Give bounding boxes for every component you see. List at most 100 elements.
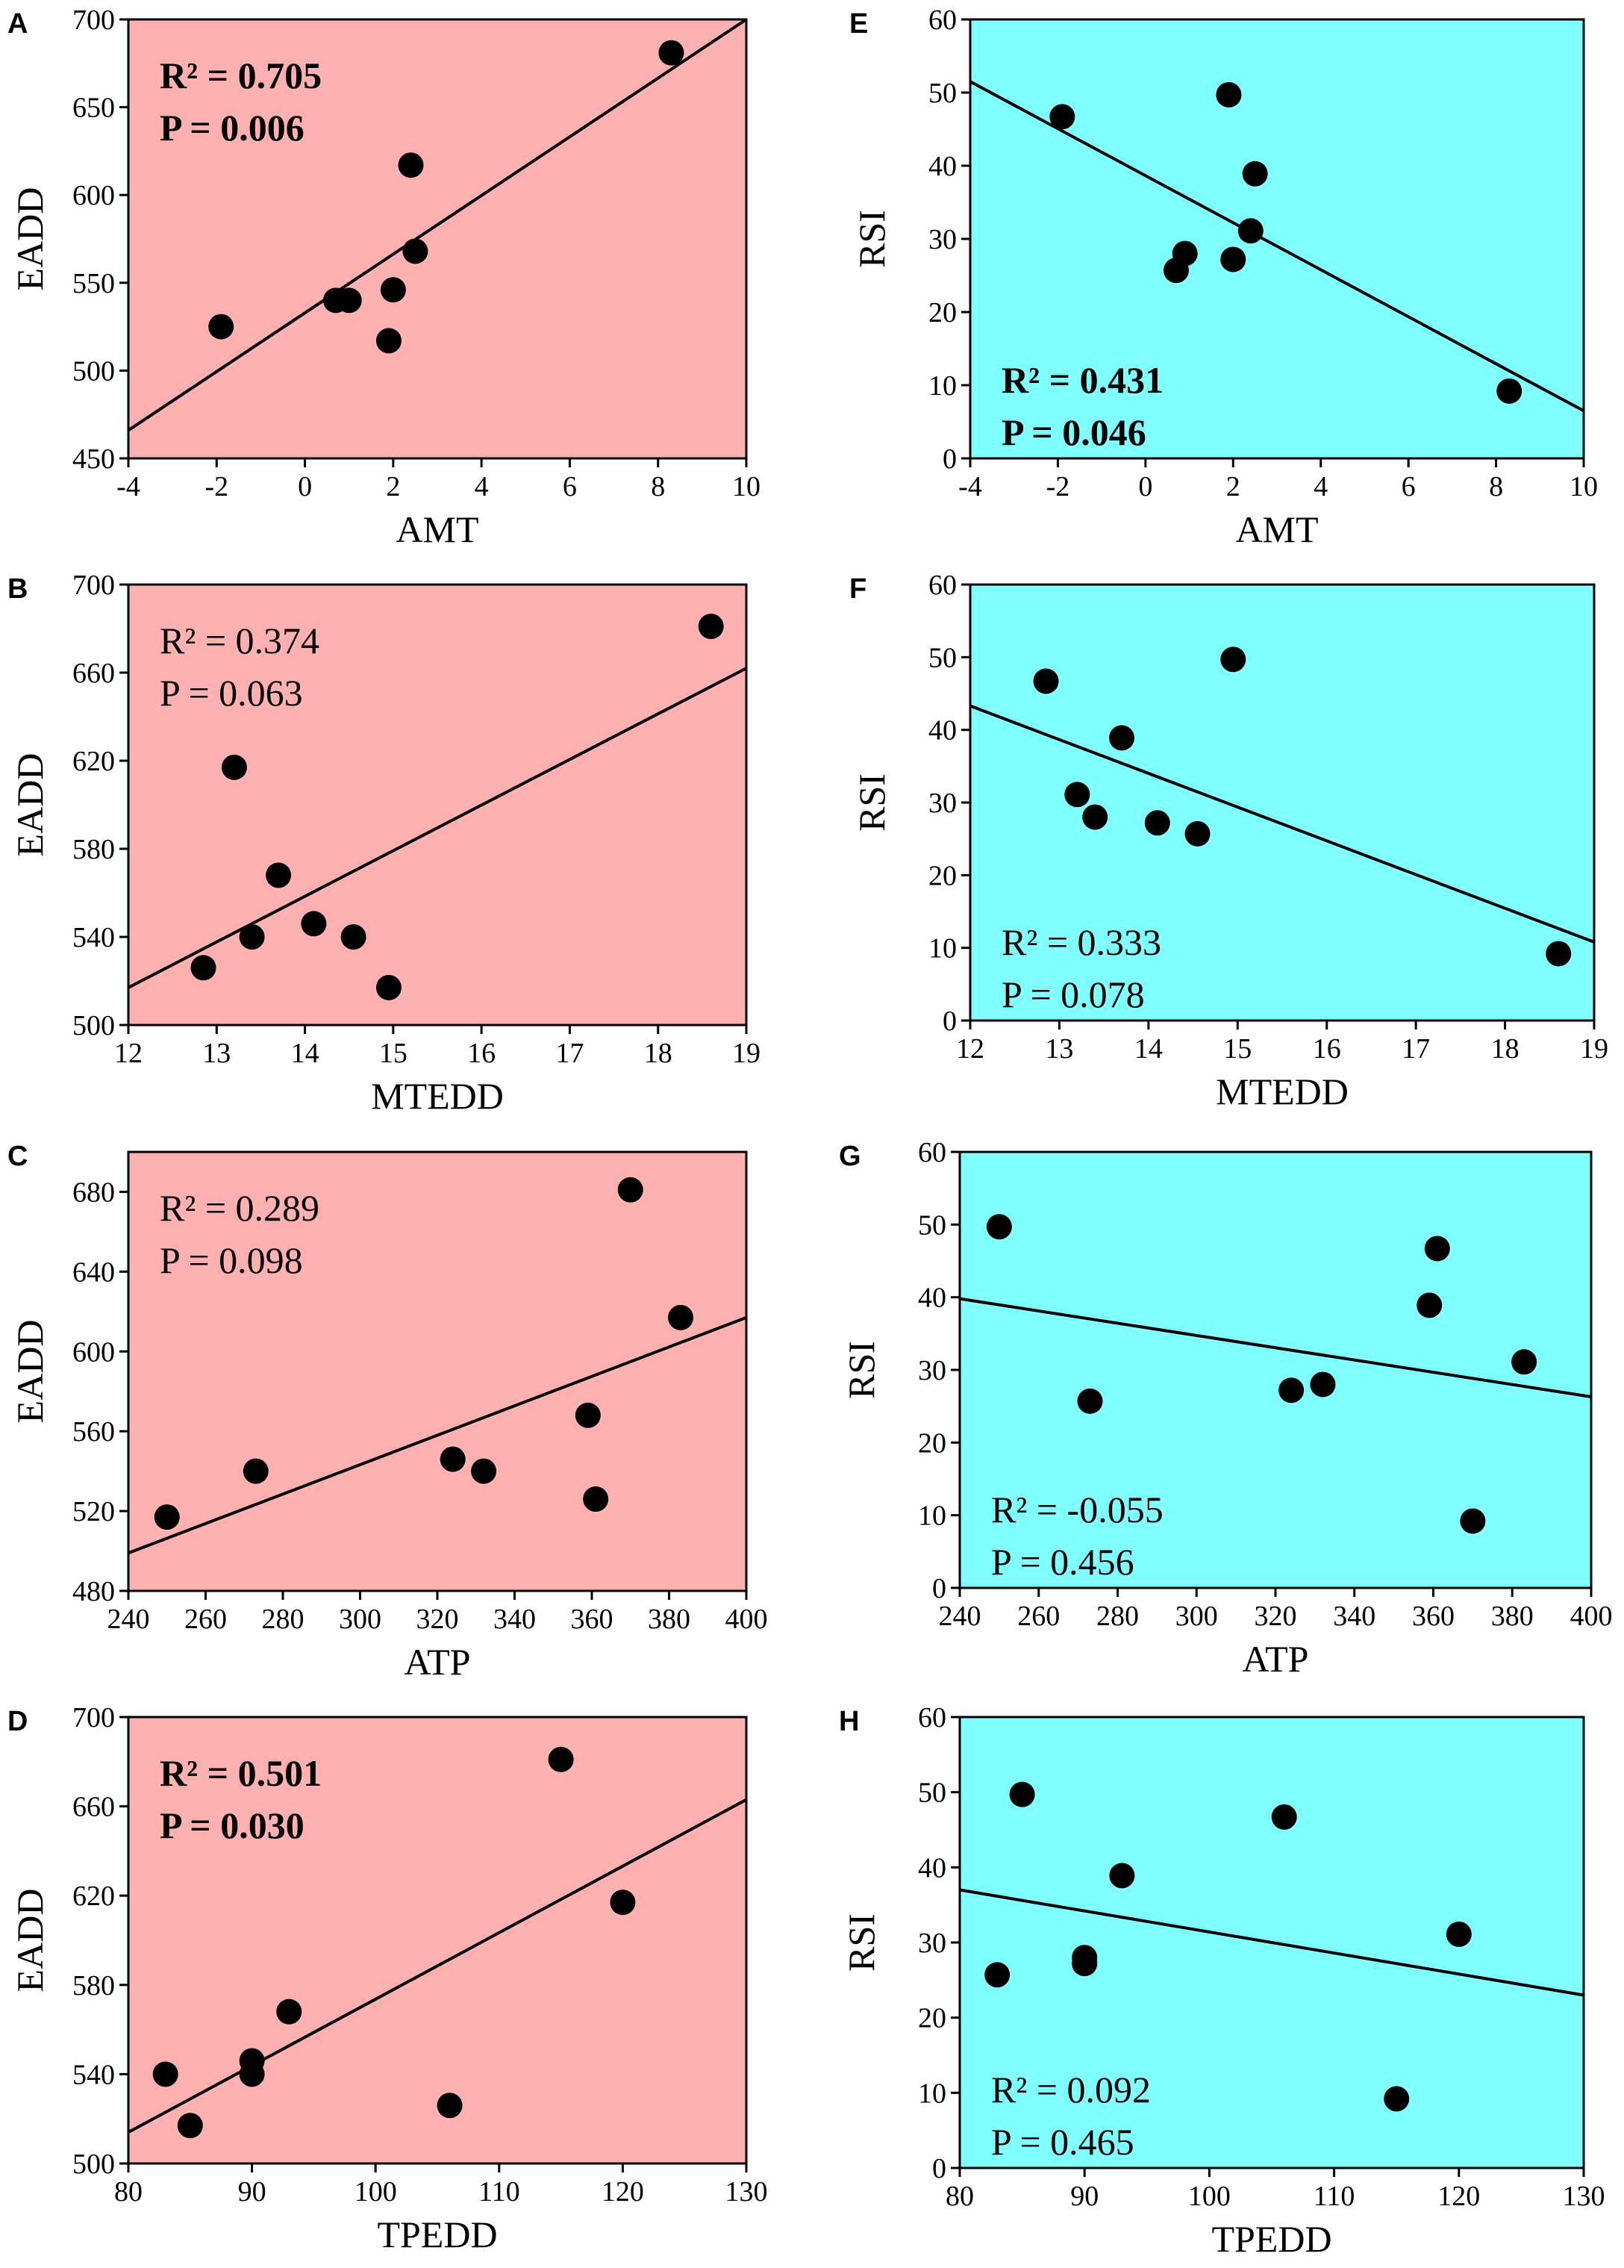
y-tick-label-b-4: 660 [72, 658, 115, 689]
x-tick-label-a-7: 10 [732, 471, 761, 502]
data-point-f-3 [1082, 804, 1108, 830]
data-point-a-7 [402, 238, 428, 264]
plot-background-g [960, 1152, 1591, 1588]
data-point-c-5 [575, 1402, 601, 1428]
x-tick-label-a-2: 0 [298, 471, 312, 502]
x-tick-label-f-6: 18 [1491, 1033, 1520, 1065]
x-tick-label-e-2: 0 [1138, 471, 1152, 502]
x-tick-label-d-2: 100 [355, 2176, 397, 2208]
y-tick-label-f-2: 20 [928, 860, 957, 891]
panel-letter-h: H [839, 1706, 859, 1737]
y-tick-label-f-4: 40 [928, 715, 957, 747]
y-axis-title-d: EADD [9, 1889, 51, 1993]
panel-f: 12 13 14 15 16 17 18 19 0 10 20 30 40 50 60 MTEDD RSI F R²… [849, 570, 1608, 1112]
plot-frame-d [127, 1716, 748, 2165]
x-tick-label-b-6: 18 [644, 1038, 672, 1069]
p-value-label-b: P = 0.063 [160, 672, 303, 714]
data-point-c-1 [154, 1504, 180, 1530]
data-point-f-7 [1220, 647, 1246, 673]
x-tick-label-f-4: 16 [1313, 1033, 1341, 1065]
x-tick-label-g-8: 400 [1570, 1601, 1613, 1632]
y-tick-label-a-5: 700 [72, 4, 115, 36]
x-tick-label-c-0: 240 [107, 1604, 150, 1635]
y-tick-label-e-5: 50 [928, 78, 957, 109]
data-point-f-2 [1064, 782, 1090, 808]
x-tick-label-g-1: 260 [1017, 1601, 1060, 1632]
r-squared-label-b: R² = 0.374 [160, 620, 319, 661]
regression-line-a [127, 18, 748, 432]
x-tick-label-d-5: 130 [725, 2176, 768, 2208]
x-tick-label-g-3: 300 [1175, 1601, 1218, 1632]
y-tick-label-h-2: 20 [918, 2003, 946, 2034]
data-point-e-4 [1220, 246, 1246, 272]
data-point-d-8 [610, 1890, 636, 1916]
y-tick-label-a-2: 550 [72, 268, 115, 299]
x-tick-label-g-6: 360 [1412, 1601, 1455, 1632]
data-point-h-6 [1271, 1804, 1297, 1830]
data-point-c-8 [668, 1304, 694, 1330]
y-tick-label-g-5: 50 [918, 1209, 946, 1241]
x-tick-label-e-1: -2 [1046, 471, 1070, 502]
data-point-h-4 [1072, 1951, 1098, 1977]
y-tick-label-d-5: 700 [72, 1702, 115, 1733]
x-tick-label-h-5: 130 [1563, 2181, 1605, 2212]
x-tick-label-b-4: 16 [467, 1038, 496, 1069]
y-tick-label-b-2: 580 [72, 834, 115, 865]
y-tick-label-g-6: 60 [918, 1137, 946, 1168]
panel-h: 80 90 100 110 120 130 0 10 20 30 40 50 60 TPEDD RSI H R²… [839, 1702, 1605, 2260]
data-point-e-8 [1496, 378, 1522, 404]
panel-letter-b: B [7, 573, 28, 605]
data-point-a-8 [658, 40, 684, 66]
r-squared-label-a: R² = 0.705 [160, 54, 322, 96]
x-tick-label-c-5: 340 [493, 1604, 536, 1635]
data-point-a-4 [380, 277, 406, 303]
x-tick-label-f-0: 12 [956, 1033, 984, 1065]
data-point-g-3 [1278, 1377, 1305, 1404]
panel-e: -4 -2 0 2 4 6 8 10 0 10 20 30 40 50 60 AMT RSI E R² = 0.43… [849, 4, 1598, 550]
data-point-g-7 [1460, 1508, 1486, 1534]
data-point-c-7 [617, 1177, 643, 1203]
y-axis-title-h: RSI [840, 1913, 882, 1972]
x-tick-label-h-3: 110 [1314, 2181, 1355, 2212]
r-squared-label-g: R² = -0.055 [991, 1489, 1164, 1530]
x-tick-label-b-7: 19 [732, 1038, 761, 1069]
data-point-g-6 [1424, 1236, 1450, 1262]
x-tick-label-a-1: -2 [204, 471, 228, 502]
data-point-g-2 [1077, 1388, 1103, 1414]
data-point-b-1 [190, 955, 216, 981]
x-axis-title-d: TPEDD [377, 2214, 497, 2255]
x-tick-label-g-2: 280 [1096, 1601, 1139, 1632]
plot-background-b [128, 585, 746, 1025]
x-tick-label-c-3: 300 [339, 1604, 381, 1635]
regression-line-c [128, 1315, 747, 1555]
data-point-h-1 [984, 1962, 1011, 1988]
y-tick-label-d-1: 540 [72, 2059, 115, 2090]
y-tick-label-d-4: 660 [72, 1792, 115, 1823]
panel-a: -4 -2 0 2 4 6 8 10 450 500 550 600 650 700 AMT EADD A R² … [7, 4, 761, 550]
y-tick-label-d-0: 500 [72, 2149, 115, 2180]
x-tick-label-c-7: 380 [648, 1604, 690, 1635]
y-tick-label-h-4: 40 [918, 1852, 946, 1884]
data-point-e-7 [1237, 218, 1264, 244]
x-tick-label-h-0: 80 [946, 2181, 974, 2212]
y-axis-title-e: RSI [851, 210, 893, 268]
x-tick-label-c-2: 280 [262, 1604, 304, 1635]
y-tick-label-a-0: 450 [72, 443, 115, 475]
regression-line-b [128, 667, 747, 989]
y-tick-label-b-5: 700 [72, 570, 115, 601]
plot-background-d [128, 1717, 746, 2163]
y-axis-title-b: EADD [9, 753, 51, 857]
plot-frame-b [127, 583, 748, 1026]
x-tick-label-a-6: 8 [651, 471, 665, 502]
data-point-b-6 [340, 924, 366, 950]
x-tick-label-e-3: 2 [1226, 471, 1240, 502]
y-tick-label-h-5: 50 [918, 1778, 946, 1809]
r-squared-label-e: R² = 0.431 [1002, 359, 1164, 401]
y-tick-label-f-1: 10 [928, 933, 957, 965]
x-tick-label-f-5: 17 [1402, 1033, 1430, 1065]
x-tick-label-c-8: 400 [725, 1604, 768, 1635]
x-tick-label-b-3: 15 [379, 1038, 407, 1069]
data-point-c-4 [471, 1458, 497, 1484]
regression-line-d [128, 1798, 747, 2134]
y-axis-title-a: EADD [9, 187, 51, 291]
